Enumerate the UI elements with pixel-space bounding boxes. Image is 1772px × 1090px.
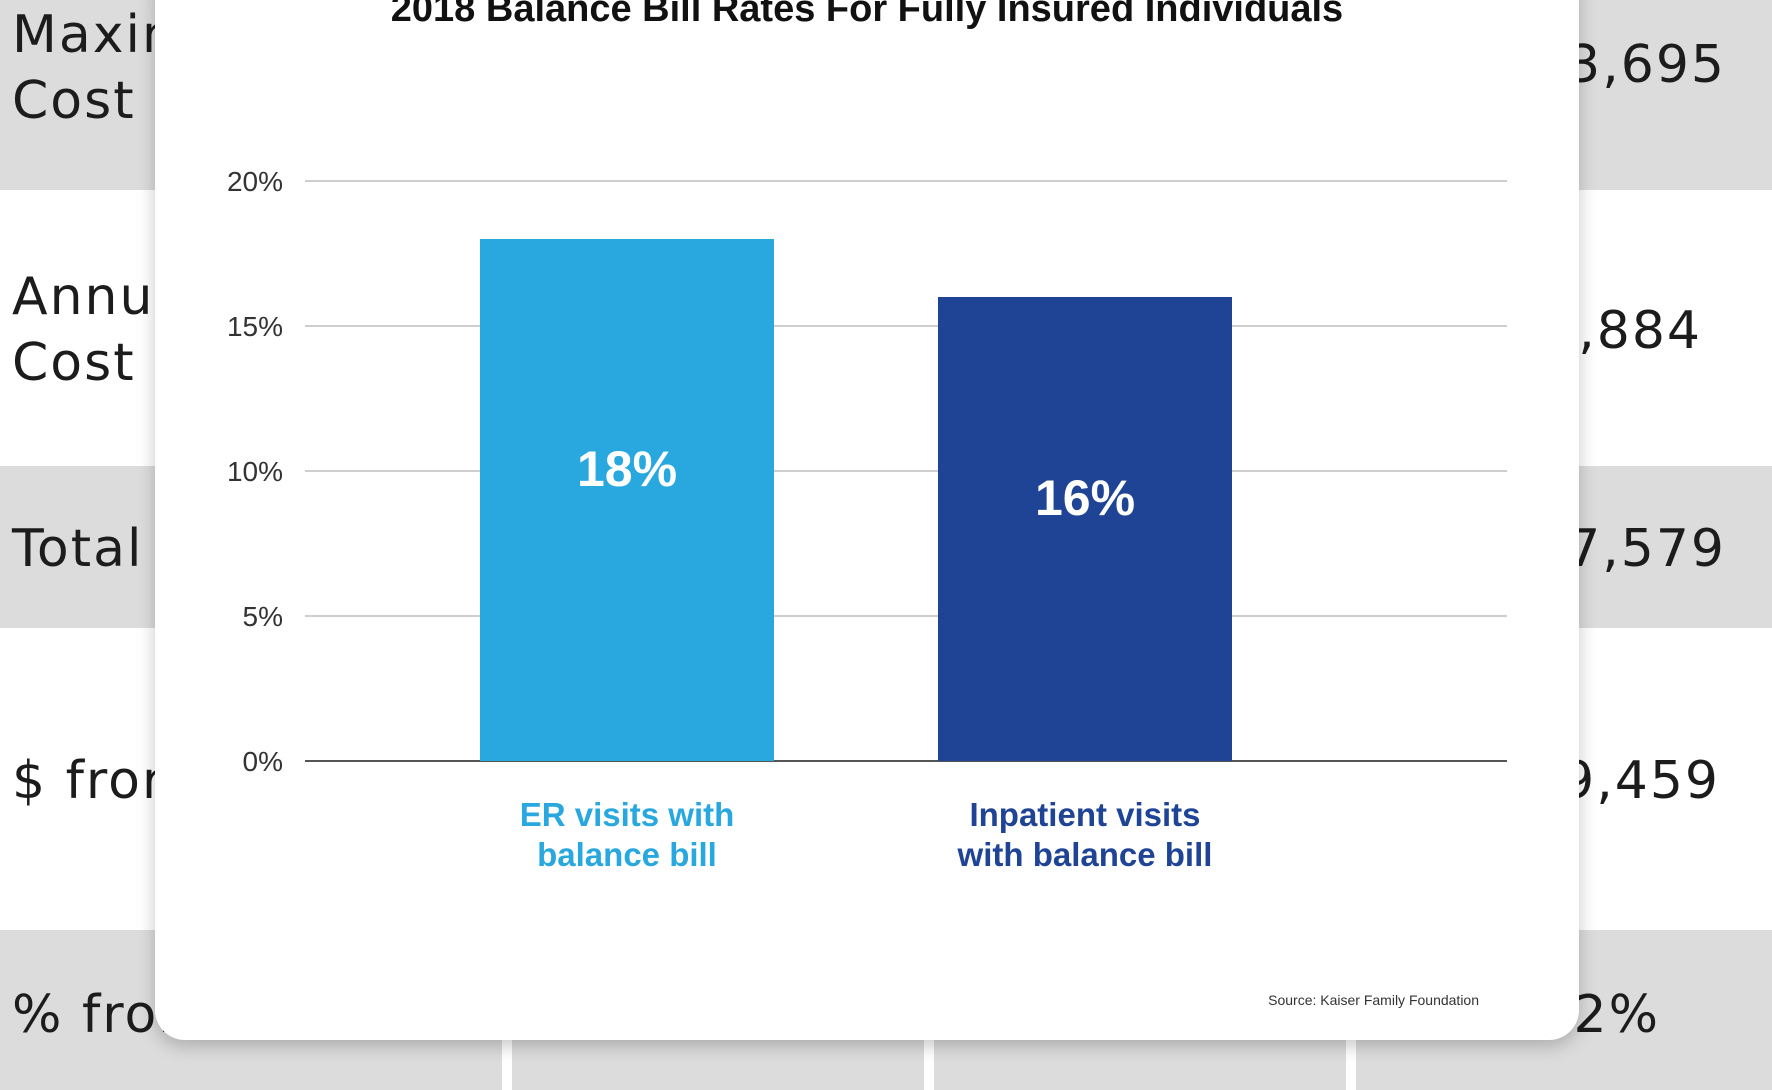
chart-source: Source: Kaiser Family Foundation: [1268, 992, 1479, 1008]
bar-data-label: 16%: [1035, 470, 1135, 526]
y-tick-label: 15%: [227, 311, 283, 342]
row-value: 3,695: [1567, 35, 1726, 95]
y-tick-label: 10%: [227, 456, 283, 487]
column-divider: [1346, 1040, 1356, 1090]
chart-modal[interactable]: 2018 Balance Bill Rates For Fully Insure…: [155, 0, 1579, 1040]
chart-title: 2018 Balance Bill Rates For Fully Insure…: [390, 0, 1344, 30]
bar: [480, 239, 774, 761]
row-label: Maxin Cost: [12, 5, 177, 131]
row-value: 9,459: [1561, 751, 1720, 811]
row-value: 7,579: [1567, 519, 1726, 579]
bar-data-label: 18%: [577, 441, 677, 497]
category-label: Inpatient visits: [969, 796, 1200, 833]
y-tick-label: 5%: [243, 601, 283, 632]
row-label: Annu Cost: [12, 267, 155, 393]
category-label: ER visits with: [520, 796, 735, 833]
y-tick-label: 20%: [227, 166, 283, 197]
row-label: $ fror: [12, 751, 166, 811]
y-tick-label: 0%: [243, 746, 283, 777]
row-value: 2%: [1573, 985, 1660, 1045]
table-row: Annu Cost ,884: [0, 190, 1772, 466]
category-label: balance bill: [537, 836, 717, 873]
column-divider: [924, 1040, 934, 1090]
column-divider: [502, 1040, 512, 1090]
bar: [938, 297, 1232, 761]
row-value: ,884: [1578, 301, 1702, 361]
row-label: Total: [12, 519, 144, 579]
category-label: with balance bill: [957, 836, 1213, 873]
table-row: $ fror 9,459: [0, 628, 1772, 930]
